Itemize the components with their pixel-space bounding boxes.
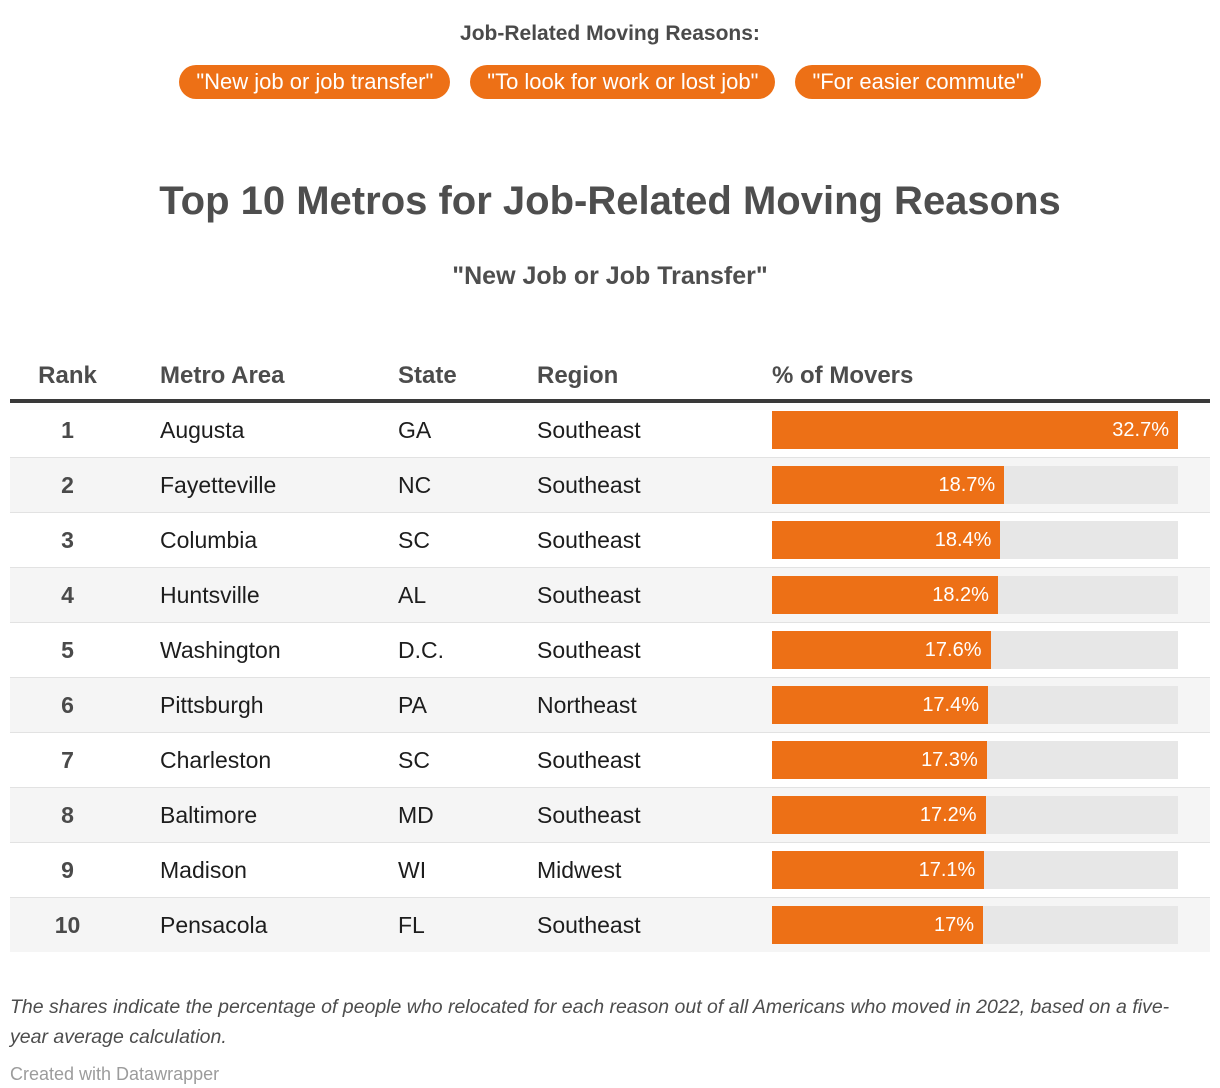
region-cell: Northeast xyxy=(537,691,637,718)
reason-tab-3[interactable]: "For easier commute" xyxy=(795,65,1041,99)
reason-tab-1[interactable]: "New job or job transfer" xyxy=(179,65,451,99)
rank-cell: 1 xyxy=(61,416,74,443)
bar-fill: 18.4% xyxy=(772,521,1001,559)
region-cell: Southeast xyxy=(537,636,641,663)
metro-cell: Pensacola xyxy=(160,911,268,938)
state-cell: MD xyxy=(398,801,434,828)
region-cell: Southeast xyxy=(537,746,641,773)
region-cell: Southeast xyxy=(537,526,641,553)
data-table: Rank Metro Area State Region % of Movers… xyxy=(10,353,1210,952)
rank-cell: 10 xyxy=(54,911,81,938)
bar-value-label: 17.6% xyxy=(924,638,982,661)
reason-tab-2[interactable]: "To look for work or lost job" xyxy=(470,65,776,99)
bar-value-label: 17.1% xyxy=(918,858,976,881)
bar-track: 17.1% xyxy=(772,851,1178,889)
rank-cell: 9 xyxy=(61,856,74,883)
bar-value-label: 17% xyxy=(934,913,975,936)
bar-track: 32.7% xyxy=(772,411,1178,449)
region-cell: Southeast xyxy=(537,801,641,828)
bar-fill: 17.4% xyxy=(772,686,989,724)
bar-track: 17.3% xyxy=(772,741,1178,779)
bar-value-label: 17.2% xyxy=(919,803,977,826)
column-header-region: Region xyxy=(537,362,619,389)
table-row: 8 Baltimore MD Southeast 17.2% xyxy=(10,787,1210,842)
metro-cell: Augusta xyxy=(160,416,245,443)
metro-cell: Baltimore xyxy=(160,801,258,828)
table-row: 7 Charleston SC Southeast 17.3% xyxy=(10,732,1210,787)
region-cell: Southeast xyxy=(537,416,641,443)
bar-fill: 17.6% xyxy=(772,631,991,669)
state-cell: PA xyxy=(398,691,427,718)
state-cell: D.C. xyxy=(398,636,444,663)
footnote: The shares indicate the percentage of pe… xyxy=(10,996,1170,1048)
state-cell: AL xyxy=(398,581,427,608)
bar-value-label: 17.4% xyxy=(922,693,980,716)
metro-cell: Fayetteville xyxy=(160,471,277,498)
metro-cell: Pittsburgh xyxy=(160,691,264,718)
bar-fill: 32.7% xyxy=(772,411,1178,449)
state-cell: SC xyxy=(398,526,430,553)
bar-fill: 18.2% xyxy=(772,576,998,614)
region-cell: Southeast xyxy=(537,471,641,498)
reasons-tab-list: "New job or job transfer" "To look for wo… xyxy=(10,65,1210,99)
table-header-row: Rank Metro Area State Region % of Movers xyxy=(10,353,1210,403)
rank-cell: 8 xyxy=(61,801,74,828)
metro-cell: Huntsville xyxy=(160,581,260,608)
column-header-state: State xyxy=(398,362,457,389)
table-row: 3 Columbia SC Southeast 18.4% xyxy=(10,512,1210,567)
bar-fill: 18.7% xyxy=(772,466,1005,504)
column-header-rank: Rank xyxy=(38,362,97,389)
rank-cell: 7 xyxy=(61,746,74,773)
table-row: 9 Madison WI Midwest 17.1% xyxy=(10,842,1210,897)
metro-cell: Columbia xyxy=(160,526,258,553)
rank-cell: 2 xyxy=(61,471,74,498)
metro-cell: Washington xyxy=(160,636,281,663)
bar-track: 18.2% xyxy=(772,576,1178,614)
table-row: 2 Fayetteville NC Southeast 18.7% xyxy=(10,457,1210,512)
metro-cell: Madison xyxy=(160,856,247,883)
state-cell: NC xyxy=(398,471,432,498)
table-body: 1 Augusta GA Southeast 32.7% 2 Fayettevi… xyxy=(10,403,1210,952)
table-row: 5 Washington D.C. Southeast 17.6% xyxy=(10,622,1210,677)
bar-fill: 17% xyxy=(772,906,984,944)
state-cell: GA xyxy=(398,416,432,443)
bar-track: 17.2% xyxy=(772,796,1178,834)
bar-value-label: 18.7% xyxy=(938,473,996,496)
rank-cell: 6 xyxy=(61,691,74,718)
table-row: 1 Augusta GA Southeast 32.7% xyxy=(10,403,1210,457)
rank-cell: 5 xyxy=(61,636,74,663)
region-cell: Midwest xyxy=(537,856,622,883)
reasons-heading: Job-Related Moving Reasons: xyxy=(460,22,760,45)
state-cell: SC xyxy=(398,746,430,773)
table-row: 4 Huntsville AL Southeast 18.2% xyxy=(10,567,1210,622)
bar-track: 18.4% xyxy=(772,521,1178,559)
bar-value-label: 32.7% xyxy=(1112,418,1169,441)
table-row: 6 Pittsburgh PA Northeast 17.4% xyxy=(10,677,1210,732)
bar-track: 17% xyxy=(772,906,1178,944)
region-cell: Southeast xyxy=(537,911,641,938)
rank-cell: 3 xyxy=(61,526,74,553)
rank-cell: 4 xyxy=(61,581,74,608)
chart-subtitle: "New Job or Job Transfer" xyxy=(452,262,768,290)
bar-value-label: 18.2% xyxy=(932,583,989,606)
bar-fill: 17.2% xyxy=(772,796,986,834)
datawrapper-credit: Created with Datawrapper xyxy=(10,1064,220,1084)
bar-track: 17.6% xyxy=(772,631,1178,669)
chart-title: Top 10 Metros for Job-Related Moving Rea… xyxy=(159,179,1061,223)
state-cell: WI xyxy=(398,856,427,883)
column-header-metro: Metro Area xyxy=(160,362,285,389)
region-cell: Southeast xyxy=(537,581,641,608)
column-header-movers: % of Movers xyxy=(772,362,914,389)
bar-track: 17.4% xyxy=(772,686,1178,724)
bar-fill: 17.3% xyxy=(772,741,987,779)
bar-fill: 17.1% xyxy=(772,851,985,889)
state-cell: FL xyxy=(398,911,425,938)
table-row: 10 Pensacola FL Southeast 17% xyxy=(10,897,1210,952)
bar-track: 18.7% xyxy=(772,466,1178,504)
bar-value-label: 18.4% xyxy=(934,528,992,551)
metro-cell: Charleston xyxy=(160,746,272,773)
bar-value-label: 17.3% xyxy=(921,748,978,771)
